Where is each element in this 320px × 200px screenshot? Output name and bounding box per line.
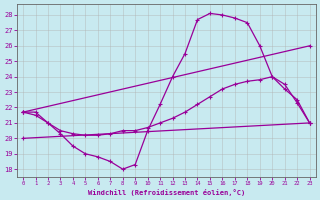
X-axis label: Windchill (Refroidissement éolien,°C): Windchill (Refroidissement éolien,°C) [88,189,245,196]
